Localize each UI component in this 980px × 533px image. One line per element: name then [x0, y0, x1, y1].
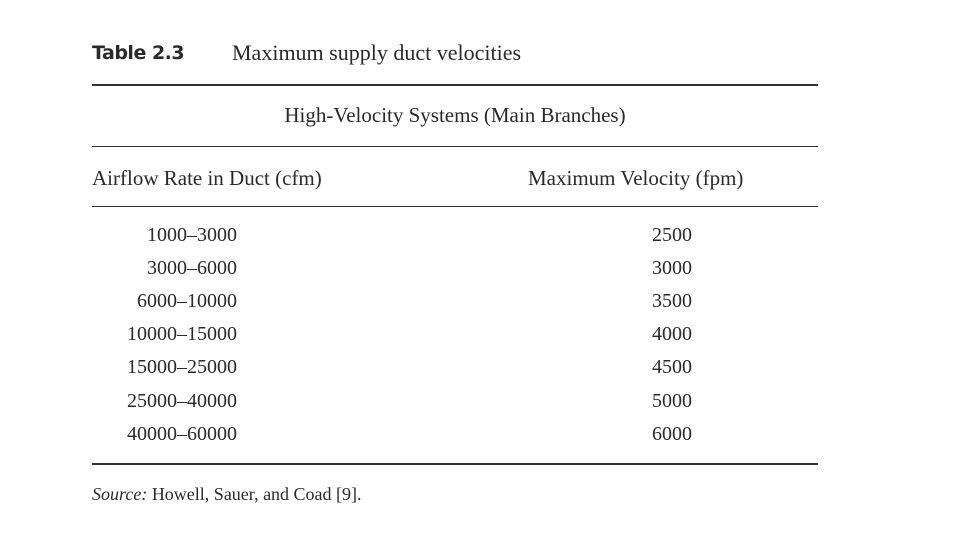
column-header: Maximum Velocity (fpm) [528, 166, 744, 190]
table-caption: Maximum supply duct velocities [232, 40, 522, 65]
source: Source: Howell, Sauer, and Coad [9]. [92, 484, 362, 505]
table-cell: 5000 [652, 389, 692, 412]
table-cell: 4500 [652, 356, 692, 379]
top-rule [92, 84, 818, 86]
rule [92, 206, 818, 207]
table-cell: 1000–3000 [147, 224, 237, 246]
source-label: Source: [92, 484, 148, 504]
table-cell: 2500 [652, 224, 692, 246]
table-cell: 40000–60000 [127, 422, 237, 445]
table-cell: 6000–10000 [137, 290, 237, 313]
table-cell: 15000–25000 [127, 356, 237, 379]
table-cell: 6000 [652, 422, 692, 445]
table-cell: 3000 [652, 257, 692, 280]
table-cell: 25000–40000 [127, 389, 237, 412]
table-cell: 3500 [652, 290, 692, 313]
table-cell: 10000–15000 [127, 323, 237, 346]
source-text: Howell, Sauer, and Coad [9]. [151, 484, 362, 504]
group-header: High-Velocity Systems (Main Branches) [284, 103, 626, 127]
column-header: Airflow Rate in Duct (cfm) [92, 166, 322, 190]
table-label: Table 2.3 [92, 42, 185, 64]
table-cell: 4000 [652, 323, 692, 346]
bottom-rule [92, 463, 818, 465]
table-cell: 3000–6000 [147, 257, 237, 280]
rule [92, 146, 818, 147]
